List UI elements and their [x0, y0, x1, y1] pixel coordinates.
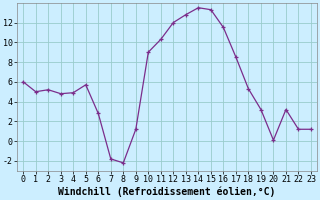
- X-axis label: Windchill (Refroidissement éolien,°C): Windchill (Refroidissement éolien,°C): [58, 187, 276, 197]
